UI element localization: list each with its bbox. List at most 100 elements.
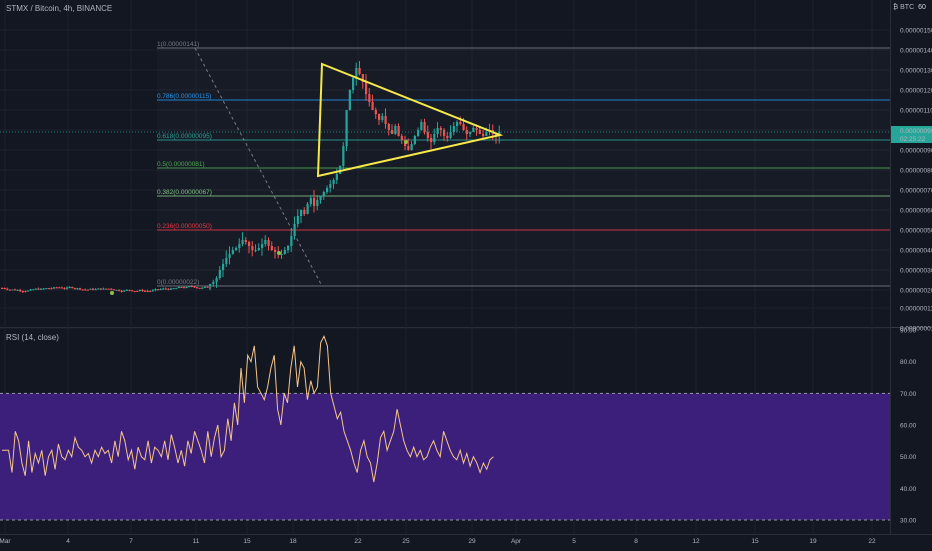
candle-body	[215, 278, 218, 282]
candle-body	[244, 240, 247, 242]
fib-level-label: 0.382(0.00000067)	[157, 189, 212, 196]
time-axis-label: Apr	[510, 538, 522, 545]
price-axis-label: 0.00000110	[900, 108, 932, 115]
axes: 0.00000150 0.00000140 0.00000130 0.00000120…	[0, 28, 932, 525]
candle-body	[378, 114, 381, 120]
time-axis-label: 19	[809, 538, 817, 545]
candle-body	[257, 248, 260, 250]
time-axis-label: Mar	[0, 538, 11, 545]
candle-body	[118, 289, 121, 291]
candle-body	[128, 289, 131, 291]
candle-body	[157, 289, 160, 291]
candle-body	[131, 290, 134, 292]
candle-body	[397, 126, 400, 136]
price-axis-label: 0.00000060	[900, 208, 932, 215]
candle-body	[164, 288, 167, 290]
symbol-legend[interactable]: STMX / Bitcoin, 4h, BINANCE	[6, 4, 112, 13]
candle-body	[14, 289, 17, 291]
candle-body	[107, 288, 110, 290]
candle-body	[146, 290, 149, 292]
candle-body	[190, 286, 193, 288]
candle-body	[391, 130, 394, 134]
candle-body	[201, 287, 204, 289]
candle-body	[439, 128, 442, 130]
rsi-axis-label: 50.00	[900, 454, 917, 461]
candle-body	[170, 288, 173, 290]
candle-body	[123, 290, 126, 292]
candle-body	[485, 132, 488, 136]
candle-body	[387, 124, 390, 130]
candle-body	[413, 136, 416, 144]
candle-body	[235, 248, 238, 250]
time-axis-label: 11	[192, 538, 200, 545]
candle-body	[206, 286, 209, 288]
candle-body	[141, 290, 144, 292]
fib-level-label: 0.5(0.00000081)	[157, 161, 205, 168]
candles	[1, 61, 501, 294]
candle-body	[280, 254, 283, 255]
candle-body	[92, 288, 95, 290]
countdown-timer: 02:25:22	[900, 136, 926, 143]
rsi-band	[0, 392, 890, 521]
time-axis-label: 4	[66, 538, 70, 545]
candle-body	[293, 224, 296, 236]
candle-body	[185, 286, 188, 288]
candle-body	[50, 288, 53, 290]
candle-body	[16, 289, 19, 291]
price-axis-label: 0.00000120	[900, 88, 932, 95]
candle-body	[8, 289, 11, 291]
candle-body	[149, 291, 152, 292]
candle-body	[283, 250, 286, 254]
currency-label[interactable]: ₿ BTC 60	[893, 4, 926, 11]
symmetrical-triangle	[316, 62, 504, 178]
candle-body	[55, 287, 58, 289]
time-axis-label: 7	[129, 538, 133, 545]
price-axis-label: 0.00000070	[900, 188, 932, 195]
candle-body	[24, 291, 27, 292]
price-axis-label: 0.00000150	[900, 28, 932, 35]
candle-body	[322, 192, 325, 196]
candle-body	[21, 291, 24, 292]
candle-body	[32, 289, 35, 291]
candle-body	[482, 134, 485, 136]
current-price-tag	[891, 126, 932, 143]
candle-body	[371, 102, 374, 110]
candle-body	[68, 286, 71, 288]
candle-body	[261, 244, 264, 248]
candle-body	[274, 250, 277, 252]
candle-body	[60, 287, 63, 289]
candle-body	[313, 198, 316, 206]
candle-body	[183, 287, 186, 289]
candle-body	[241, 240, 244, 244]
time-axis-label: 15	[751, 538, 759, 545]
candle-body	[6, 288, 9, 290]
candle-body	[456, 122, 459, 126]
rsi-axis-label: 40.00	[900, 486, 917, 493]
candle-body	[410, 144, 413, 150]
fib-retracement: 1(0.00000141) 0.786(0.00000115) 0.618(0.00…	[157, 41, 890, 287]
rsi-series-line	[2, 335, 494, 483]
candle-body	[125, 289, 128, 291]
candle-body	[79, 288, 82, 290]
candle-body	[175, 288, 178, 290]
time-axis[interactable]: Mar 4 7 11 15 18 22 25 29 Apr 5 8 12 15 19 22	[0, 534, 932, 551]
candle-body	[212, 282, 215, 284]
candle-body	[251, 246, 254, 250]
price-axis-label: 0.00000090	[900, 148, 932, 155]
rsi-legend[interactable]: RSI (14, close)	[6, 333, 59, 342]
candle-body	[120, 290, 123, 293]
candle-body	[162, 288, 165, 290]
candle-body	[172, 288, 175, 290]
candle-body	[196, 287, 199, 289]
time-axis-label: 22	[354, 538, 362, 545]
candle-body	[3, 288, 6, 290]
price-axis-label: 0.00000040	[900, 248, 932, 255]
price-axis-label: 0.00000020	[900, 288, 932, 295]
rsi-axis-label: 80.00	[900, 359, 917, 366]
fib-level-label: 0.236(0.00000050)	[157, 223, 212, 230]
candle-body	[407, 146, 410, 150]
candle-body	[198, 287, 201, 289]
candle-body	[287, 246, 290, 250]
candle-body	[417, 130, 420, 136]
